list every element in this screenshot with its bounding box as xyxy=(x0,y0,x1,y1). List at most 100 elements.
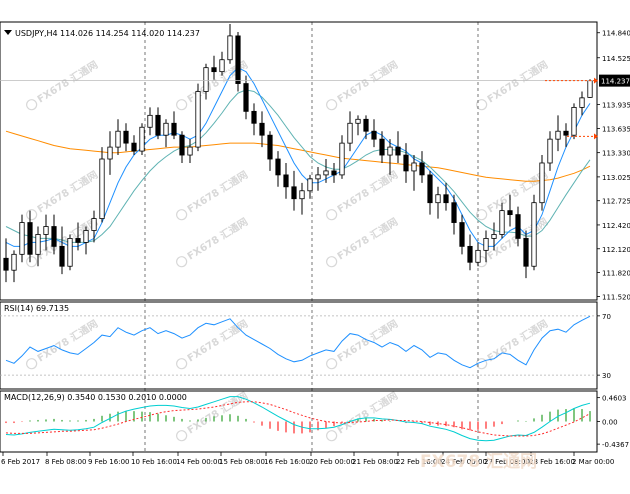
candle-down xyxy=(331,170,337,176)
price-tick-label: 114.840 xyxy=(602,30,630,38)
macd-main-line xyxy=(5,396,591,442)
time-tick-label: 28 Feb 16:00 xyxy=(529,458,575,466)
ma-mid-line xyxy=(5,89,591,243)
price-tick-label: 113.935 xyxy=(602,102,630,110)
candle-up xyxy=(307,178,313,192)
candle-up xyxy=(163,122,169,136)
candle-down xyxy=(171,122,177,136)
watermark-logo-icon xyxy=(326,358,338,370)
price-tick-label: 113.330 xyxy=(602,150,630,158)
candle-down xyxy=(51,226,57,247)
macd-signal-line xyxy=(5,401,591,437)
rsi-line-group xyxy=(5,315,591,369)
time-tick-label: 24 Feb 00:00 xyxy=(441,458,487,466)
candle-down xyxy=(363,118,369,132)
time-tick-label: 14 Feb 00:00 xyxy=(176,458,222,466)
candles xyxy=(3,24,593,283)
symbol-dropdown-icon[interactable] xyxy=(4,30,12,35)
candle-up xyxy=(579,97,585,108)
candle-up xyxy=(483,238,489,251)
candle-down xyxy=(459,222,465,247)
candle-down xyxy=(371,130,377,140)
watermark-logo-icon xyxy=(176,256,188,268)
candle-down xyxy=(123,130,129,144)
candle-up xyxy=(531,202,537,267)
candle-up xyxy=(499,210,505,235)
candle-down xyxy=(27,222,33,255)
time-tick-label: 9 Feb 16:00 xyxy=(88,458,129,466)
price-tick-label: 112.420 xyxy=(602,222,630,230)
order-arrow-icon xyxy=(594,133,598,140)
candle-up xyxy=(67,238,73,267)
candle-down xyxy=(211,67,217,73)
current-price-badge xyxy=(599,74,630,87)
price-tick-label: 112.120 xyxy=(602,246,630,254)
candle-up xyxy=(115,130,121,148)
time-tick-label: 10 Feb 16:00 xyxy=(131,458,177,466)
candle-up xyxy=(475,249,481,263)
time-axis: 6 Feb 2017 8 Feb 08:00 9 Feb 16:00 10 Feb 1… xyxy=(1,452,614,466)
watermark-logo-icon xyxy=(476,358,488,370)
candle-up xyxy=(435,194,441,204)
candle-down xyxy=(395,146,401,156)
price-tick-label: 111.820 xyxy=(602,270,630,278)
candle-up xyxy=(339,142,345,176)
macd-lines xyxy=(5,396,591,442)
ma-fast-line xyxy=(5,67,591,247)
candle-up xyxy=(195,91,201,148)
candle-down xyxy=(59,245,65,267)
macd-axis: 0.4603 0.00 -0.4367 xyxy=(597,395,629,449)
price-tick-label: 113.025 xyxy=(602,174,630,182)
candle-down xyxy=(507,210,513,216)
watermark-logo-icon xyxy=(326,99,338,111)
candle-up xyxy=(227,35,233,61)
candle-up xyxy=(347,122,353,144)
candle-down xyxy=(563,130,569,136)
candle-up xyxy=(539,162,545,204)
macd-panel: 0.4603 0.00 -0.4367 MACD(12,26,9) 0.3540 0… xyxy=(0,390,629,453)
candle-down xyxy=(467,245,473,263)
time-tick-label: 2 Mar 00:00 xyxy=(572,458,614,466)
watermark-logo-icon xyxy=(26,209,38,221)
candle-up xyxy=(491,234,497,239)
candle-down xyxy=(523,238,529,267)
price-tick-label: 114.525 xyxy=(602,55,630,63)
time-tick-label: 20 Feb 00:00 xyxy=(309,458,355,466)
rsi-tick-label: 70 xyxy=(602,313,611,321)
candle-down xyxy=(419,162,425,176)
time-tick-label: 22 Feb 16:00 xyxy=(396,458,442,466)
watermark-logo-icon xyxy=(476,209,488,221)
candle-down xyxy=(131,142,137,152)
candle-down xyxy=(451,202,457,223)
watermark-logo-icon xyxy=(176,99,188,111)
candle-up xyxy=(315,174,321,180)
price-axis: 114.840 114.525 114.237 113.935 113.635 113.3… xyxy=(597,30,630,301)
candle-up xyxy=(83,230,89,243)
candle-down xyxy=(243,83,249,112)
rsi-line xyxy=(5,315,591,369)
order-arrow-icon xyxy=(594,77,598,84)
price-panel-frame xyxy=(0,21,598,301)
candle-down xyxy=(283,174,289,188)
candle-down xyxy=(267,134,273,160)
rsi-panel-frame xyxy=(0,301,598,390)
macd-tick-label: 0.4603 xyxy=(602,395,627,403)
candle-up xyxy=(587,80,593,98)
rsi-panel: 70 30 RSI(14) 69.7135 xyxy=(0,301,611,390)
candle-down xyxy=(291,186,297,200)
rsi-levels xyxy=(0,315,597,376)
candle-up xyxy=(355,118,361,124)
watermark-logo-icon xyxy=(326,256,338,268)
rsi-axis: 70 30 xyxy=(597,313,611,380)
candle-up xyxy=(35,234,41,255)
macd-tick-label: -0.4367 xyxy=(602,441,629,449)
symbol-title: USDJPY,H4 xyxy=(15,29,58,38)
candle-up xyxy=(43,226,49,235)
price-line-group xyxy=(0,77,598,140)
candle-up xyxy=(139,126,145,152)
candle-up xyxy=(411,162,417,172)
candle-up xyxy=(19,222,25,255)
time-tick-label: 6 Feb 2017 xyxy=(1,458,40,466)
